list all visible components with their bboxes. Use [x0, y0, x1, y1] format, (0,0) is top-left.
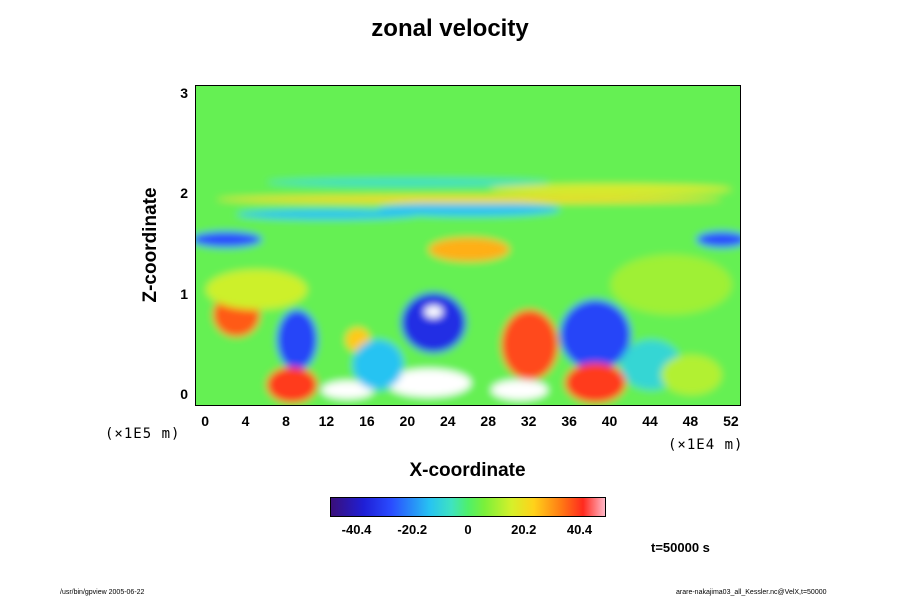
colorbar-tick-label: 0	[464, 522, 472, 537]
y-tick-label: 3	[180, 85, 188, 102]
heatmap-cell	[206, 269, 308, 310]
colorbar-tick-label: -40.4	[341, 522, 372, 537]
x-tick-label: 20	[399, 413, 416, 429]
x-tick-label: 16	[359, 413, 375, 429]
y-tick-label: 1	[180, 285, 188, 302]
heatmap-cell	[196, 231, 262, 248]
heatmap-cell	[352, 339, 404, 390]
x-tick-label: 0	[201, 413, 210, 429]
x-tick-label: 40	[601, 413, 618, 429]
colorbar-tick-label: 40.4	[566, 522, 593, 537]
heatmap-cell	[661, 354, 722, 395]
y-tick-label: 0	[180, 385, 188, 402]
x-tick-label: 52	[723, 413, 739, 429]
heatmap-cell	[236, 209, 419, 220]
heatmap-field	[196, 86, 740, 405]
heatmap-cell	[266, 178, 550, 187]
heatmap-cell	[696, 231, 740, 248]
heatmap-cell	[276, 309, 318, 370]
x-tick-label: 36	[561, 413, 577, 429]
heatmap-cell	[565, 362, 626, 403]
heatmap-cell	[489, 184, 732, 195]
heatmap-cell	[428, 237, 510, 262]
heatmap-cell	[386, 368, 472, 397]
x-tick-label: 4	[241, 413, 250, 429]
heatmap-cell	[216, 195, 722, 204]
colorbar	[330, 497, 606, 517]
heatmap-cell	[560, 299, 631, 370]
plot-area	[195, 85, 741, 406]
heatmap-cell	[610, 254, 732, 315]
heatmap-cell	[424, 305, 443, 318]
footer-left: /usr/bin/gpview 2005-06-22	[60, 589, 145, 596]
x-tick-label: 32	[520, 413, 537, 429]
x-tick-label: 48	[682, 413, 699, 429]
chart-title: zonal velocity	[371, 15, 529, 42]
colorbar-tick-label: 20.2	[511, 522, 537, 537]
x-tick-label: 24	[439, 413, 456, 429]
x-tick-label: 12	[318, 413, 335, 429]
x-axis-label: X-coordinate	[409, 460, 526, 481]
y-tick-label: 2	[180, 185, 188, 202]
x-scale-label: (×1E4 m)	[668, 437, 744, 453]
x-tick-label: 8	[282, 413, 290, 429]
heatmap-cell	[266, 366, 318, 403]
x-tick-label: 28	[480, 413, 497, 429]
heatmap-cell	[401, 292, 466, 353]
y-axis-label: Z-coordinate	[140, 187, 161, 303]
heatmap-cell	[321, 380, 374, 399]
y-scale-label: (×1E5 m)	[105, 426, 181, 442]
x-tick-label: 44	[642, 413, 658, 429]
footer-right: arare-nakajima03_all_Kessler.nc@VelX,t=5…	[676, 589, 827, 596]
time-label: t=50000 s	[651, 540, 710, 555]
heatmap-cell	[378, 202, 560, 217]
heatmap-cell	[491, 379, 548, 400]
heatmap-cell	[501, 309, 558, 380]
colorbar-tick-label: -20.2	[397, 522, 428, 537]
